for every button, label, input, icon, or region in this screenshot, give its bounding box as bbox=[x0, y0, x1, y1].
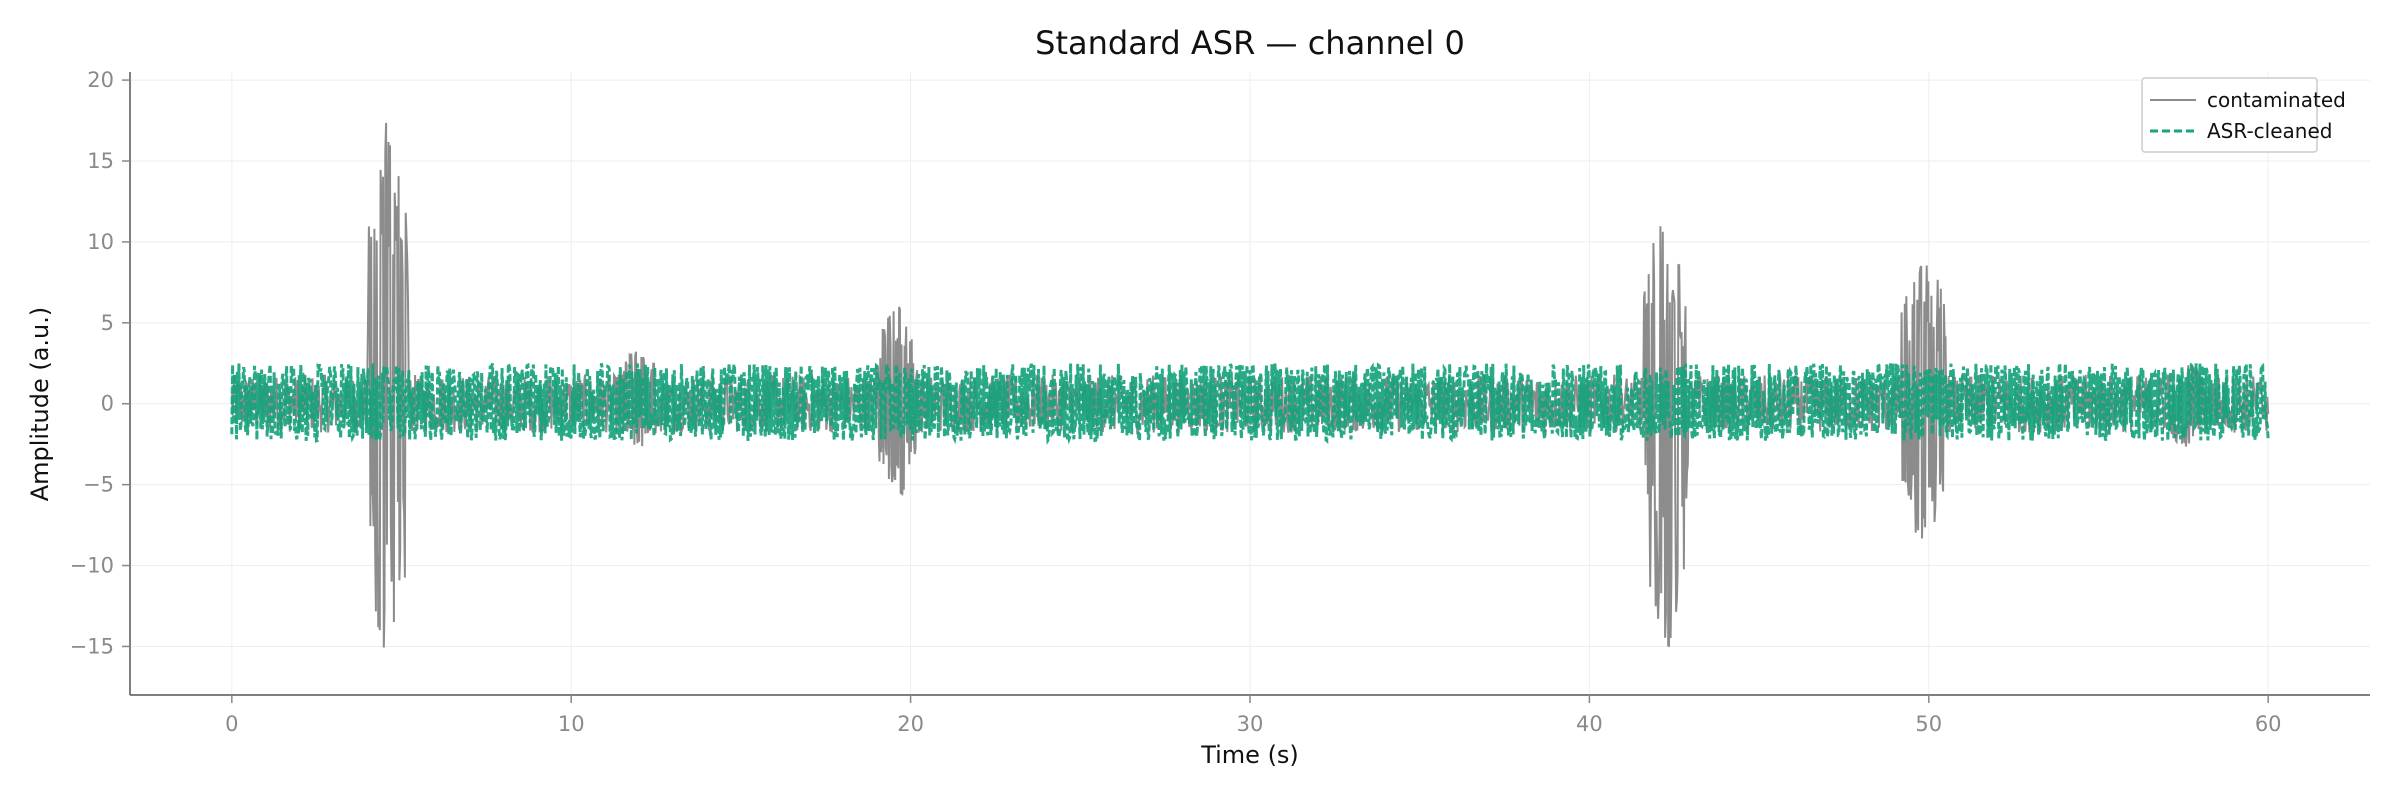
plot-traces bbox=[230, 122, 2270, 648]
legend-label-contaminated: contaminated bbox=[2207, 88, 2346, 112]
x-tick-label: 40 bbox=[1576, 712, 1603, 736]
x-ticks: 0 10 20 30 40 50 60 bbox=[225, 695, 2282, 736]
y-tick-label: 0 bbox=[101, 392, 114, 416]
x-tick-label: 20 bbox=[897, 712, 924, 736]
y-tick-label: 5 bbox=[101, 311, 114, 335]
y-tick-label: 15 bbox=[87, 149, 114, 173]
y-tick-label: −5 bbox=[83, 473, 114, 497]
legend-box bbox=[2141, 77, 2318, 153]
series-asr-cleaned bbox=[230, 358, 2270, 445]
chart-title: Standard ASR — channel 0 bbox=[1035, 24, 1465, 62]
y-tick-label: 10 bbox=[87, 230, 114, 254]
legend[interactable]: contaminated ASR-cleaned bbox=[2141, 77, 2346, 153]
x-tick-label: 60 bbox=[2255, 712, 2282, 736]
x-tick-label: 30 bbox=[1237, 712, 1264, 736]
y-tick-label: 20 bbox=[87, 68, 114, 92]
x-tick-label: 10 bbox=[558, 712, 585, 736]
x-axis-label: Time (s) bbox=[1200, 741, 1299, 769]
y-ticks: −15 −10 −5 0 5 10 15 20 bbox=[70, 68, 130, 658]
y-tick-label: −10 bbox=[70, 554, 114, 578]
x-tick-label: 0 bbox=[225, 712, 238, 736]
legend-label-asr-cleaned: ASR-cleaned bbox=[2207, 119, 2332, 143]
x-tick-label: 50 bbox=[1915, 712, 1942, 736]
y-tick-label: −15 bbox=[70, 634, 114, 658]
y-axis-label: Amplitude (a.u.) bbox=[26, 307, 54, 502]
